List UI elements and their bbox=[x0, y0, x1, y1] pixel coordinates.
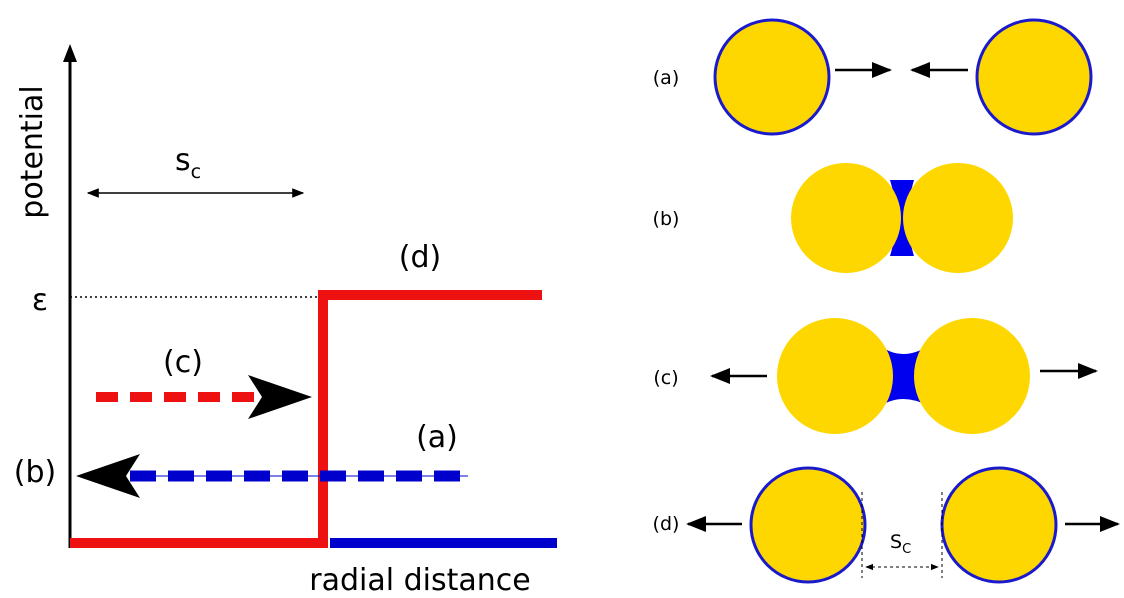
x-axis-label: radial distance bbox=[309, 563, 530, 598]
case-label: (a) bbox=[416, 420, 458, 455]
epsilon-label: ε bbox=[32, 283, 48, 318]
row-label: (a) bbox=[653, 67, 679, 89]
potential-plot: potential radial distance sc ε (d) (c) (… bbox=[14, 44, 557, 598]
y-axis-label: potential bbox=[15, 85, 50, 218]
row-label: (b) bbox=[653, 208, 680, 230]
case-label: (b) bbox=[14, 455, 56, 490]
sc-sub: c bbox=[191, 161, 201, 183]
case-label: (d) bbox=[399, 240, 441, 275]
sc-base: s bbox=[175, 143, 191, 178]
case-label: (c) bbox=[163, 345, 203, 380]
diagram: potential radial distance sc ε (d) (c) (… bbox=[0, 0, 1124, 598]
row-label: (c) bbox=[653, 367, 678, 389]
droplet-panel: (a) (b) (c) (d) SC bbox=[653, 20, 1118, 582]
sc-label: SC bbox=[890, 531, 911, 557]
sc-sub: C bbox=[902, 542, 911, 557]
sc-label: sc bbox=[175, 143, 201, 183]
row-label: (d) bbox=[653, 513, 680, 535]
sc-base: S bbox=[890, 531, 902, 553]
